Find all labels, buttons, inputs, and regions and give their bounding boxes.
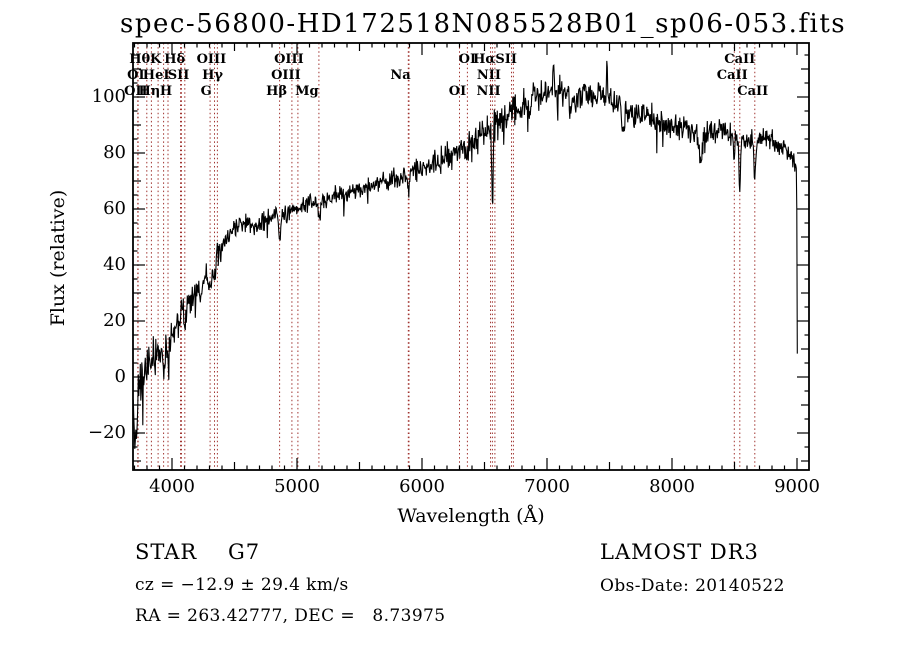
spectral-line-label: OIII [271,68,301,83]
spectral-line-label: CaII [737,84,769,99]
x-axis-title: Wavelength (Å) [397,505,545,527]
spectral-line-label: OIII [274,52,304,67]
spectral-line-label: OII [124,84,148,99]
object-class-label: STAR [135,540,198,564]
y-tick-label: 0 [114,366,126,388]
x-tick-label: 9000 [774,476,820,497]
y-tick-label: 100 [91,86,126,108]
plot-title: spec-56800-HD172518N085528B01_sp06-053.f… [120,9,847,39]
spectral-line-label: CaII [716,68,748,83]
x-tick-label: 8000 [649,476,695,497]
x-tick-label: 5000 [274,476,320,497]
spectrum-trace [132,60,798,449]
spectral-line-label: Hγ [202,68,223,83]
y-tick-label: −20 [88,422,126,444]
x-tick-label: 7000 [524,476,570,497]
obs-date-label: Obs-Date: 20140522 [600,576,785,596]
spectral-line-label: OI [448,84,467,99]
spectral-line-label: Hδ [164,52,186,67]
survey-label: LAMOST DR3 [600,540,759,564]
spectral-line-label: K [149,52,162,67]
spectral-line-label: NII [476,68,501,83]
y-axis-title: Flux (relative) [47,189,69,327]
spectral-line-label: Na [390,68,411,83]
spectral-line-label: Mg [295,84,319,99]
spectral-line-label: Hη [138,84,161,99]
spectral-line-label: Hβ [266,84,288,99]
spectral-line-label: G [200,84,212,99]
spectral-line-label: Hθ [129,52,151,67]
y-tick-label: 60 [103,198,126,220]
object-subclass-label: G7 [228,540,261,564]
y-tick-label: 40 [103,254,126,276]
spectral-line-label: CaII [724,52,756,67]
cz-value-label: cz = −12.9 ± 29.4 km/s [135,575,349,595]
plot-frame [132,42,810,471]
spectral-line-label: HαSII [473,52,517,67]
spectral-line-label: HeI [142,68,170,83]
spectral-line-label: OI [458,52,477,67]
spectral-line-label: SII [167,68,190,83]
spectral-line-label: H [159,84,173,99]
ra-dec-label: RA = 263.42777, DEC = 8.73975 [135,606,446,626]
y-tick-label: 80 [103,142,126,164]
spectral-line-label: NII [476,84,501,99]
y-tick-label: 20 [103,310,126,332]
x-tick-label: 4000 [149,476,195,497]
x-tick-label: 6000 [399,476,445,497]
spectral-line-label: OIII [196,52,227,67]
spectral-line-label: OI [127,68,145,83]
